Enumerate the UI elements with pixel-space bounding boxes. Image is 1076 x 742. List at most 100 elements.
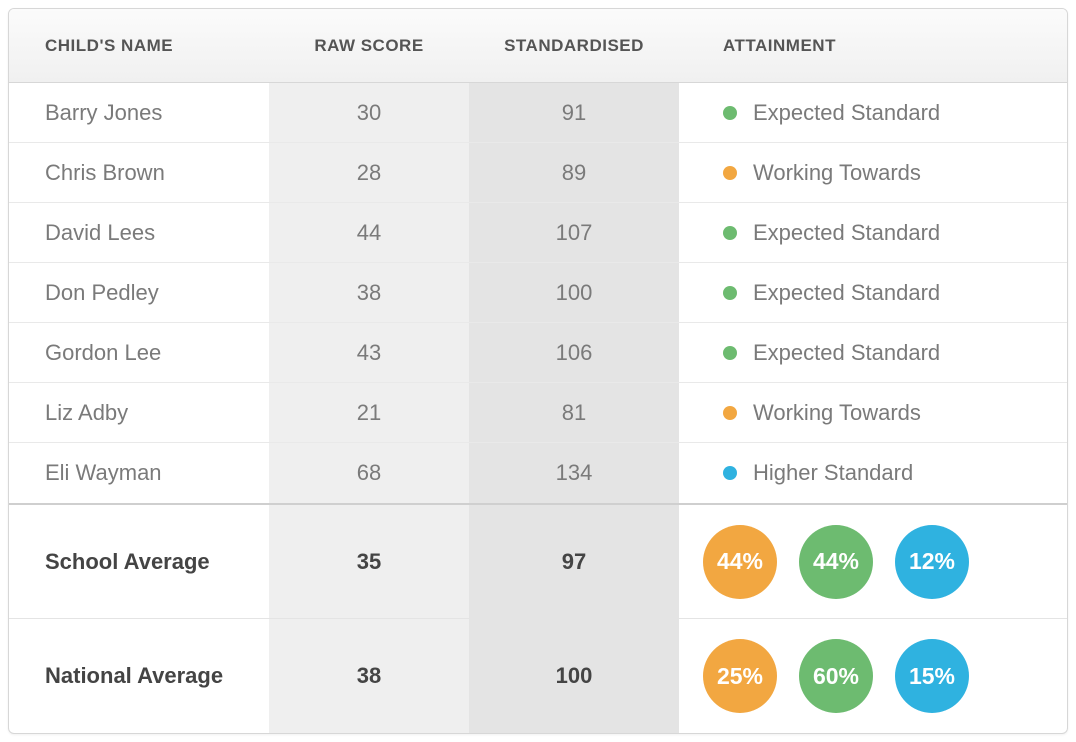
attainment-label: Higher Standard [753, 460, 913, 486]
standardised-score: 91 [562, 100, 586, 126]
child-name: Gordon Lee [45, 340, 161, 366]
cell-std: 81 [469, 383, 679, 442]
child-name: Barry Jones [45, 100, 162, 126]
cell-raw: 30 [269, 83, 469, 142]
raw-score: 28 [357, 160, 381, 186]
table-row: Liz Adby 21 81 Working Towards [9, 383, 1067, 443]
summary-label: School Average [45, 549, 210, 575]
data-rows: Barry Jones3091Expected StandardChris Br… [9, 83, 1067, 503]
cell-attainment: Higher Standard [679, 443, 1067, 503]
cell-name: David Lees [9, 203, 269, 262]
cell-name: Liz Adby [9, 383, 269, 442]
cell-attainment: Expected Standard [679, 203, 1067, 262]
table-row: David Lees 44 107 Expected Standard [9, 203, 1067, 263]
standardised-score: 81 [562, 400, 586, 426]
summary-raw: 38 [357, 663, 381, 689]
standardised-score: 100 [556, 280, 593, 306]
raw-score: 43 [357, 340, 381, 366]
standardised-score: 89 [562, 160, 586, 186]
table-row: Gordon Lee 43 106 Expected Standard [9, 323, 1067, 383]
percent-ball: 44% [799, 525, 873, 599]
status-dot-icon [723, 466, 737, 480]
summary-attainment-cell: 25% 60% 15% [679, 619, 1067, 733]
standardised-score: 134 [556, 460, 593, 486]
status-dot-icon [723, 346, 737, 360]
summary-row: National Average 38 100 25% 60% 15% [9, 619, 1067, 733]
cell-name: Don Pedley [9, 263, 269, 322]
cell-attainment: Expected Standard [679, 263, 1067, 322]
raw-score: 21 [357, 400, 381, 426]
cell-attainment: Working Towards [679, 143, 1067, 202]
cell-std: 107 [469, 203, 679, 262]
cell-name: Chris Brown [9, 143, 269, 202]
col-header-std-text: STANDARDISED [504, 36, 644, 55]
attainment-label: Expected Standard [753, 340, 940, 366]
table-row: Chris Brown 28 89 Working Towards [9, 143, 1067, 203]
percent-value: 44% [717, 548, 763, 575]
attainment-label: Expected Standard [753, 100, 940, 126]
summary-std-cell: 97 [469, 505, 679, 618]
score-table: CHILD'S NAME RAW SCORE STANDARDISED ATTA… [8, 8, 1068, 734]
raw-score: 68 [357, 460, 381, 486]
cell-std: 91 [469, 83, 679, 142]
percent-ball: 44% [703, 525, 777, 599]
raw-score: 30 [357, 100, 381, 126]
standardised-score: 107 [556, 220, 593, 246]
cell-attainment: Expected Standard [679, 323, 1067, 382]
col-header-raw-text: RAW SCORE [314, 36, 423, 55]
summary-rows: School Average 35 97 44% 44% 12% National Aver… [9, 503, 1067, 733]
percent-value: 60% [813, 663, 859, 690]
child-name: Liz Adby [45, 400, 128, 426]
status-dot-icon [723, 106, 737, 120]
status-dot-icon [723, 406, 737, 420]
table-row: Eli Wayman 68 134 Higher Standard [9, 443, 1067, 503]
cell-raw: 68 [269, 443, 469, 503]
cell-attainment: Expected Standard [679, 83, 1067, 142]
col-header-att: ATTAINMENT [679, 36, 1067, 56]
summary-row: School Average 35 97 44% 44% 12% [9, 505, 1067, 619]
status-dot-icon [723, 166, 737, 180]
raw-score: 38 [357, 280, 381, 306]
percent-ball: 12% [895, 525, 969, 599]
percent-value: 15% [909, 663, 955, 690]
standardised-score: 106 [556, 340, 593, 366]
summary-std-cell: 100 [469, 619, 679, 733]
child-name: David Lees [45, 220, 155, 246]
summary-std: 100 [556, 663, 593, 689]
status-dot-icon [723, 286, 737, 300]
cell-raw: 43 [269, 323, 469, 382]
summary-std: 97 [562, 549, 586, 575]
cell-name: Barry Jones [9, 83, 269, 142]
summary-raw-cell: 38 [269, 619, 469, 733]
percent-ball: 15% [895, 639, 969, 713]
cell-std: 89 [469, 143, 679, 202]
col-header-name-text: CHILD'S NAME [45, 36, 173, 55]
attainment-label: Working Towards [753, 160, 921, 186]
cell-std: 100 [469, 263, 679, 322]
cell-attainment: Working Towards [679, 383, 1067, 442]
table-row: Don Pedley 38 100 Expected Standard [9, 263, 1067, 323]
cell-raw: 28 [269, 143, 469, 202]
summary-attainment-cell: 44% 44% 12% [679, 505, 1067, 618]
col-header-std: STANDARDISED [469, 36, 679, 56]
cell-raw: 44 [269, 203, 469, 262]
table-header: CHILD'S NAME RAW SCORE STANDARDISED ATTA… [9, 9, 1067, 83]
percent-value: 25% [717, 663, 763, 690]
summary-raw: 35 [357, 549, 381, 575]
child-name: Chris Brown [45, 160, 165, 186]
child-name: Eli Wayman [45, 460, 162, 486]
summary-label-cell: National Average [9, 619, 269, 733]
cell-name: Gordon Lee [9, 323, 269, 382]
percent-ball: 60% [799, 639, 873, 713]
summary-label: National Average [45, 663, 223, 689]
col-header-name: CHILD'S NAME [9, 36, 269, 56]
status-dot-icon [723, 226, 737, 240]
cell-name: Eli Wayman [9, 443, 269, 503]
attainment-label: Expected Standard [753, 280, 940, 306]
summary-raw-cell: 35 [269, 505, 469, 618]
summary-label-cell: School Average [9, 505, 269, 618]
child-name: Don Pedley [45, 280, 159, 306]
table-row: Barry Jones 30 91 Expected Standard [9, 83, 1067, 143]
cell-raw: 21 [269, 383, 469, 442]
percent-value: 44% [813, 548, 859, 575]
